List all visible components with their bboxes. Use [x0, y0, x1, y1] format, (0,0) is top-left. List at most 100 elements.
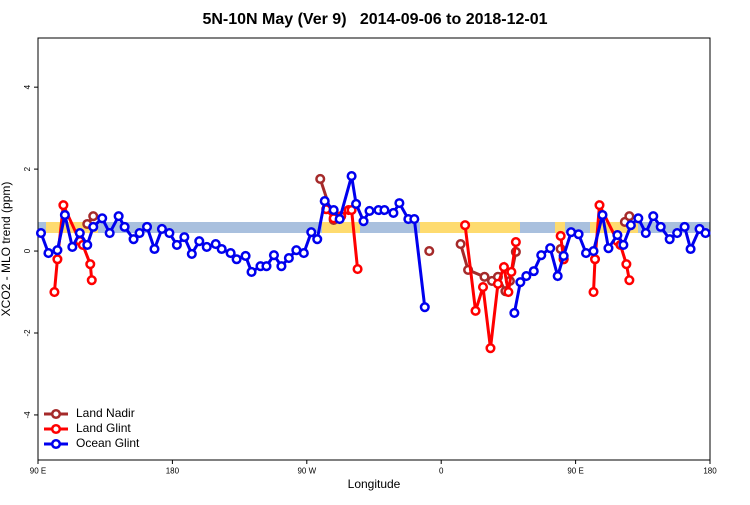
- marker: [298, 248, 309, 259]
- marker: [492, 278, 503, 289]
- y-tick-label: -2: [23, 329, 32, 337]
- y-tick-label: 0: [23, 248, 32, 253]
- marker: [612, 230, 623, 241]
- marker: [470, 305, 481, 316]
- marker: [58, 200, 69, 211]
- marker: [210, 239, 221, 250]
- x-tick-label: 90 W: [297, 467, 316, 476]
- marker: [194, 236, 205, 247]
- land-strip: [420, 222, 520, 233]
- legend-label: Land Nadir: [76, 406, 135, 420]
- marker: [624, 275, 635, 286]
- marker: [597, 209, 608, 221]
- marker: [216, 243, 227, 255]
- marker: [358, 216, 369, 227]
- marker: [225, 248, 236, 259]
- marker: [315, 173, 326, 184]
- marker: [171, 239, 182, 250]
- marker: [573, 229, 584, 240]
- marker: [625, 220, 636, 231]
- marker: [379, 205, 390, 216]
- marker: [685, 243, 696, 255]
- marker: [52, 245, 63, 256]
- marker: [394, 198, 405, 209]
- marker: [179, 232, 190, 243]
- x-tick-label: 180: [166, 467, 180, 476]
- marker: [589, 254, 601, 265]
- marker: [231, 254, 242, 265]
- marker: [455, 239, 466, 250]
- marker: [74, 227, 85, 239]
- marker: [479, 271, 490, 282]
- legend-label: Ocean Glint: [76, 436, 140, 450]
- marker: [588, 245, 599, 257]
- y-tick-label: 4: [23, 84, 32, 89]
- marker: [603, 243, 614, 254]
- marker: [328, 205, 339, 216]
- marker: [88, 211, 99, 222]
- ocean-strip: [38, 222, 710, 233]
- x-tick-label: 90 E: [30, 467, 46, 476]
- marker: [85, 259, 96, 270]
- marker: [306, 227, 317, 238]
- marker: [334, 214, 345, 225]
- marker: [351, 198, 362, 209]
- marker: [460, 220, 471, 231]
- marker: [521, 270, 532, 282]
- marker: [49, 286, 60, 298]
- marker: [664, 234, 675, 245]
- x-tick-label: 90 E: [567, 467, 583, 476]
- marker: [506, 266, 517, 277]
- marker: [679, 221, 690, 232]
- marker: [594, 200, 605, 211]
- marker: [528, 266, 539, 277]
- y-tick-label: 2: [23, 166, 32, 171]
- marker: [201, 241, 212, 253]
- marker: [515, 277, 526, 288]
- x-axis-label: Longitude: [348, 477, 401, 491]
- marker: [97, 213, 108, 224]
- marker: [149, 243, 160, 255]
- marker: [388, 207, 399, 218]
- marker: [59, 209, 70, 221]
- marker: [509, 307, 520, 318]
- marker: [43, 248, 54, 259]
- marker: [134, 227, 145, 239]
- marker: [276, 261, 287, 272]
- legend-marker: [50, 423, 62, 435]
- marker: [555, 230, 566, 241]
- marker: [655, 221, 666, 232]
- marker: [640, 227, 651, 239]
- marker: [119, 221, 130, 232]
- marker: [424, 245, 435, 257]
- marker: [86, 275, 97, 286]
- marker: [67, 241, 78, 253]
- marker: [141, 221, 153, 232]
- marker: [498, 261, 509, 273]
- marker: [552, 270, 563, 282]
- marker: [633, 213, 644, 224]
- marker: [113, 211, 124, 222]
- series: [35, 171, 711, 318]
- marker: [503, 286, 514, 298]
- marker: [558, 250, 569, 262]
- marker: [510, 236, 521, 248]
- series-line: [463, 225, 518, 349]
- marker: [409, 214, 420, 225]
- marker: [346, 171, 357, 182]
- marker: [624, 211, 635, 222]
- plot-frame: [37, 37, 711, 461]
- marker: [268, 250, 279, 261]
- series-line: [39, 175, 427, 308]
- marker: [88, 221, 99, 232]
- y-axis-label: XCO2 - MLO trend (ppm): [0, 182, 13, 317]
- marker: [319, 196, 330, 207]
- marker: [261, 261, 272, 272]
- legend-marker: [50, 408, 62, 420]
- marker: [621, 259, 632, 270]
- marker: [536, 250, 547, 261]
- marker: [618, 239, 629, 250]
- marker: [156, 223, 167, 234]
